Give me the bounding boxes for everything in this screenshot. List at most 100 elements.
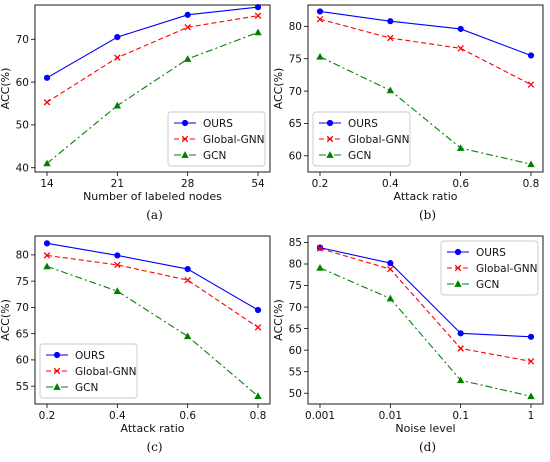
series-gcn xyxy=(316,52,535,168)
data-point xyxy=(254,324,262,331)
plot-frame xyxy=(307,4,544,173)
panel-caption: (c) xyxy=(146,440,162,454)
y-tick-label: 85 xyxy=(289,237,302,249)
data-point xyxy=(43,74,51,81)
chart-panel-c: 0.2 0.4 0.6 0.8 55 60 65 70 75 80 Attack ratio ACC(… xyxy=(0,235,271,454)
data-point xyxy=(316,52,324,60)
data-point xyxy=(183,332,192,340)
plot-frame xyxy=(34,4,271,173)
plot-frame xyxy=(34,235,271,405)
y-axis-label: ACC(%) xyxy=(272,68,285,110)
legend-label: OURS xyxy=(476,247,506,259)
legend-box xyxy=(440,240,539,296)
data-point xyxy=(457,345,464,352)
legend-marker xyxy=(53,351,61,359)
data-point xyxy=(114,34,121,41)
data-point xyxy=(527,333,535,340)
series-global-gnn xyxy=(316,15,535,88)
legend-label: GCN xyxy=(476,279,499,291)
chart-panel-a: 14 21 28 54 40 50 60 70 Number of labeled nodes A… xyxy=(0,4,271,222)
y-tick-label: 70 xyxy=(289,302,302,314)
legend-label: OURS xyxy=(348,118,378,130)
y-tick-label: 60 xyxy=(289,345,302,357)
y-tick-label: 55 xyxy=(289,366,302,378)
data-point xyxy=(43,159,51,167)
data-point xyxy=(114,261,121,269)
y-axis-label: ACC(%) xyxy=(0,299,12,341)
legend-marker xyxy=(53,383,61,390)
series-gcn xyxy=(43,28,262,167)
x-tick-label: 0.2 xyxy=(39,410,56,422)
legend-label: Global-GNN xyxy=(476,263,538,275)
data-point xyxy=(457,330,464,337)
legend-box xyxy=(312,111,411,167)
x-axis-label: Number of labeled nodes xyxy=(83,190,222,203)
y-tick-label: 60 xyxy=(16,355,29,367)
data-point xyxy=(254,28,262,36)
legend-marker xyxy=(181,119,189,127)
data-point xyxy=(254,4,262,11)
series-line xyxy=(46,254,259,328)
series-line xyxy=(319,267,532,397)
x-tick-label: 0.6 xyxy=(452,178,469,190)
y-tick-label: 75 xyxy=(289,280,302,292)
y-tick-label: 80 xyxy=(289,259,302,271)
data-point xyxy=(527,358,535,365)
x-tick-label: 0.2 xyxy=(312,178,329,190)
data-point xyxy=(184,24,191,31)
data-point xyxy=(527,392,535,400)
y-tick-label: 40 xyxy=(16,162,29,174)
x-tick-label: 28 xyxy=(181,178,194,190)
data-point xyxy=(114,252,121,259)
x-tick-label: 0.01 xyxy=(379,410,402,422)
data-point xyxy=(316,15,324,23)
data-point xyxy=(386,294,395,302)
data-point xyxy=(387,260,394,267)
y-tick-label: 70 xyxy=(16,34,29,46)
series-line xyxy=(46,265,259,397)
legend: OURS Global-GNN GCN xyxy=(39,343,138,399)
series-line xyxy=(46,242,259,311)
series-line xyxy=(46,15,259,103)
data-point xyxy=(457,25,464,33)
y-tick-label: 70 xyxy=(289,86,302,98)
data-point xyxy=(184,276,191,284)
y-tick-label: 70 xyxy=(16,302,29,314)
data-point xyxy=(527,52,535,59)
x-tick-label: 21 xyxy=(111,178,124,190)
legend: OURS Global-GNN GCN xyxy=(440,240,539,296)
data-point xyxy=(316,245,324,252)
y-tick-label: 60 xyxy=(289,151,302,163)
y-axis-label: ACC(%) xyxy=(272,299,285,341)
data-point xyxy=(527,160,535,168)
data-point xyxy=(113,287,122,294)
x-tick-label: 0.8 xyxy=(523,178,540,190)
plot-frame xyxy=(307,235,544,405)
legend-label: OURS xyxy=(75,350,105,362)
y-tick-label: 65 xyxy=(289,118,302,130)
y-tick-label: 60 xyxy=(16,77,29,89)
legend: OURS Global-GNN GCN xyxy=(312,111,411,167)
data-point xyxy=(527,81,535,88)
x-tick-label: 0.6 xyxy=(179,410,196,422)
x-tick-label: 0.001 xyxy=(305,410,335,422)
panel-caption: (a) xyxy=(146,208,163,222)
data-point xyxy=(457,45,464,52)
legend-label: Global-GNN xyxy=(348,134,410,146)
legend-marker xyxy=(326,135,334,143)
series-line xyxy=(319,247,532,338)
data-point xyxy=(184,265,191,273)
legend-label: GCN xyxy=(75,382,98,394)
x-tick-label: 0.4 xyxy=(382,178,399,190)
legend-marker xyxy=(454,264,462,272)
data-point xyxy=(114,54,121,61)
y-tick-label: 55 xyxy=(16,381,29,393)
series-global-gnn xyxy=(43,252,262,331)
data-point xyxy=(254,12,262,19)
legend-marker xyxy=(454,248,462,256)
data-point xyxy=(43,98,51,106)
data-point xyxy=(316,8,324,15)
y-tick-label: 80 xyxy=(289,21,302,33)
legend-label: Global-GNN xyxy=(203,134,265,146)
